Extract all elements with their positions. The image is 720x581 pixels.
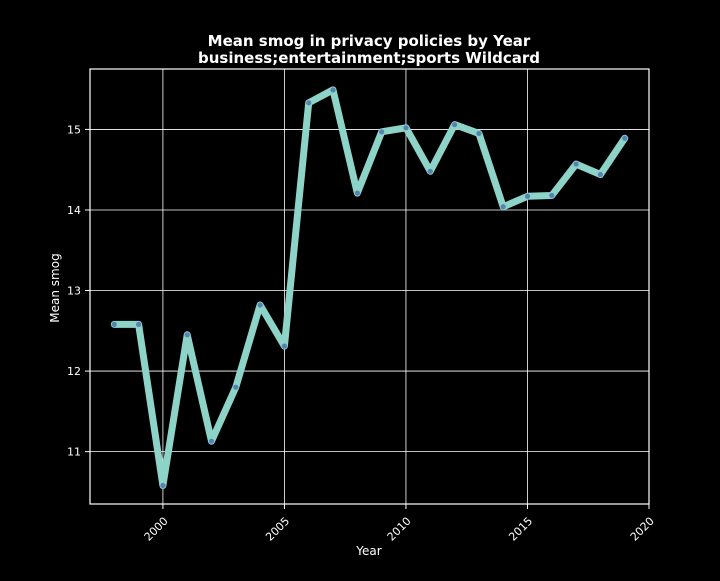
data-point <box>524 193 531 199</box>
data-point <box>500 204 506 210</box>
data-point <box>573 161 579 167</box>
data-series <box>110 86 629 489</box>
x-tick-label: 2005 <box>263 515 292 544</box>
data-point <box>330 87 336 93</box>
data-point <box>403 125 409 131</box>
x-tick-label: 2000 <box>142 515 171 544</box>
x-tick-label: 2010 <box>385 515 414 544</box>
chart-subtitle: business;entertainment;sports Wildcard <box>198 49 540 67</box>
data-point <box>549 192 555 199</box>
y-tick-label: 14 <box>67 204 81 217</box>
data-point <box>597 171 603 178</box>
x-axis-ticks: 2000 2005 2010 2015 2020 <box>142 504 657 544</box>
data-point <box>354 190 360 196</box>
data-point <box>306 100 312 106</box>
x-tick-label: 2020 <box>628 515 657 544</box>
data-point <box>451 121 458 128</box>
data-point <box>379 129 385 135</box>
data-point <box>111 321 117 327</box>
plot-frame <box>89 68 650 505</box>
data-point <box>476 130 482 137</box>
series-line <box>110 86 629 489</box>
x-tick-label: 2015 <box>506 515 535 544</box>
y-tick-label: 15 <box>67 123 81 136</box>
y-axis-label: Mean smog <box>48 253 62 322</box>
y-tick-label: 13 <box>67 285 81 298</box>
data-point <box>184 332 190 338</box>
data-point <box>233 384 239 390</box>
data-point <box>208 438 215 444</box>
data-point <box>622 135 628 141</box>
y-tick-label: 12 <box>67 365 81 378</box>
y-axis-ticks: 11 12 13 14 15 <box>67 123 90 459</box>
data-point <box>136 321 142 327</box>
data-point <box>160 482 166 489</box>
data-point <box>427 168 433 174</box>
y-tick-label: 11 <box>67 446 81 459</box>
chart-title: Mean smog in privacy policies by Year <box>208 32 531 50</box>
data-point <box>281 343 288 349</box>
data-points <box>111 87 628 489</box>
data-point <box>257 302 263 308</box>
x-axis-label: Year <box>355 544 381 558</box>
